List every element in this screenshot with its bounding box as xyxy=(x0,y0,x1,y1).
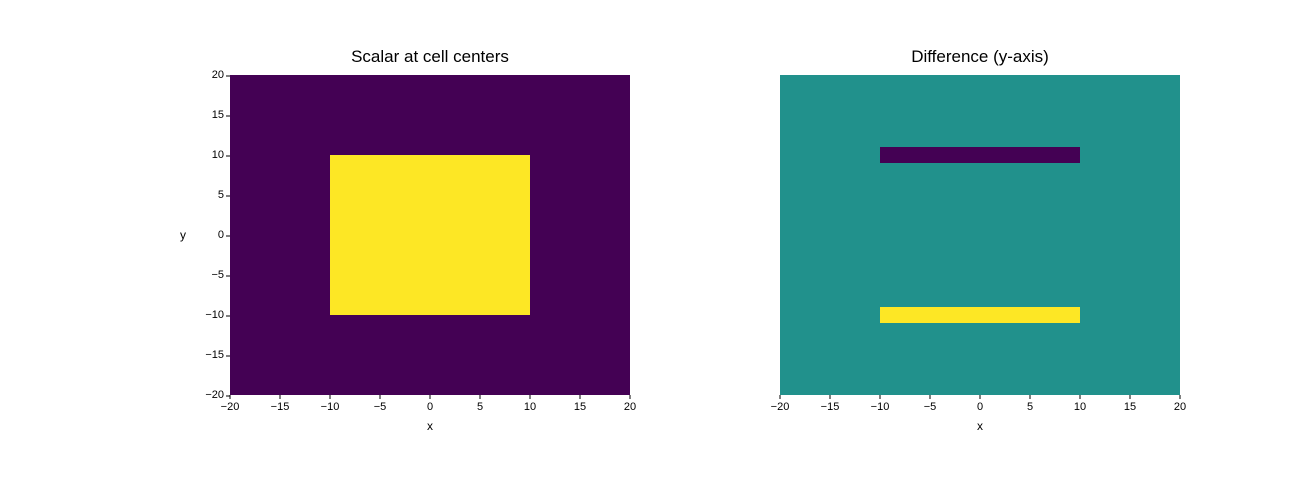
y-tick-label: 5 xyxy=(218,189,230,201)
x-tick-mark xyxy=(480,395,481,399)
x-tick-label: −15 xyxy=(271,401,290,413)
x-tick-mark xyxy=(430,395,431,399)
plot-title: Difference (y-axis) xyxy=(780,47,1180,67)
x-tick-label: 20 xyxy=(1174,401,1186,413)
figure: Scalar at cell centers x y −20 −15 −10 −5 0 5… xyxy=(0,0,1300,500)
x-tick-mark xyxy=(630,395,631,399)
heatmap-region-high xyxy=(330,155,530,315)
x-axis-label: x xyxy=(780,419,1180,433)
x-tick-mark xyxy=(580,395,581,399)
x-tick-label: 15 xyxy=(574,401,586,413)
x-tick-label: −20 xyxy=(221,401,240,413)
x-tick-label: 10 xyxy=(524,401,536,413)
x-tick-label: −10 xyxy=(871,401,890,413)
x-tick-label: 0 xyxy=(977,401,983,413)
y-tick-label: 10 xyxy=(212,149,230,161)
x-tick-label: 5 xyxy=(477,401,483,413)
subplot-difference: Difference (y-axis) x −20−15−10−50510152… xyxy=(780,75,1180,395)
x-tick-mark xyxy=(1130,395,1131,399)
x-tick-mark xyxy=(380,395,381,399)
y-axis-label: y xyxy=(180,228,186,242)
plot-title: Scalar at cell centers xyxy=(230,47,630,67)
x-tick-label: 10 xyxy=(1074,401,1086,413)
x-tick-label: 0 xyxy=(427,401,433,413)
y-tick-label: −10 xyxy=(205,309,230,321)
x-tick-label: 15 xyxy=(1124,401,1136,413)
y-tick-label: 20 xyxy=(212,69,230,81)
x-tick-mark xyxy=(1080,395,1081,399)
x-tick-label: 5 xyxy=(1027,401,1033,413)
x-tick-mark xyxy=(830,395,831,399)
y-tick-label: 0 xyxy=(218,229,230,241)
x-tick-mark xyxy=(330,395,331,399)
x-tick-label: 20 xyxy=(624,401,636,413)
heatmap-region-low xyxy=(880,147,1080,163)
x-tick-label: −5 xyxy=(374,401,387,413)
x-axis-label: x xyxy=(230,419,630,433)
x-tick-label: −10 xyxy=(321,401,340,413)
heatmap-region-high xyxy=(880,307,1080,323)
x-tick-label: −20 xyxy=(771,401,790,413)
x-tick-mark xyxy=(780,395,781,399)
x-tick-label: −15 xyxy=(821,401,840,413)
plot-area-difference xyxy=(780,75,1180,395)
y-tick-label: −5 xyxy=(211,269,230,281)
y-tick-label: −15 xyxy=(205,349,230,361)
x-tick-mark xyxy=(930,395,931,399)
y-tick-label: 15 xyxy=(212,109,230,121)
heatmap-background xyxy=(780,75,1180,395)
x-tick-label: −5 xyxy=(924,401,937,413)
x-tick-mark xyxy=(980,395,981,399)
plot-area-scalar xyxy=(230,75,630,395)
y-tick-label: −20 xyxy=(205,389,230,401)
x-tick-mark xyxy=(530,395,531,399)
subplot-scalar: Scalar at cell centers x y −20−15−10−505… xyxy=(230,75,630,395)
x-tick-mark xyxy=(880,395,881,399)
x-tick-mark xyxy=(1180,395,1181,399)
x-tick-mark xyxy=(1030,395,1031,399)
x-tick-mark xyxy=(280,395,281,399)
